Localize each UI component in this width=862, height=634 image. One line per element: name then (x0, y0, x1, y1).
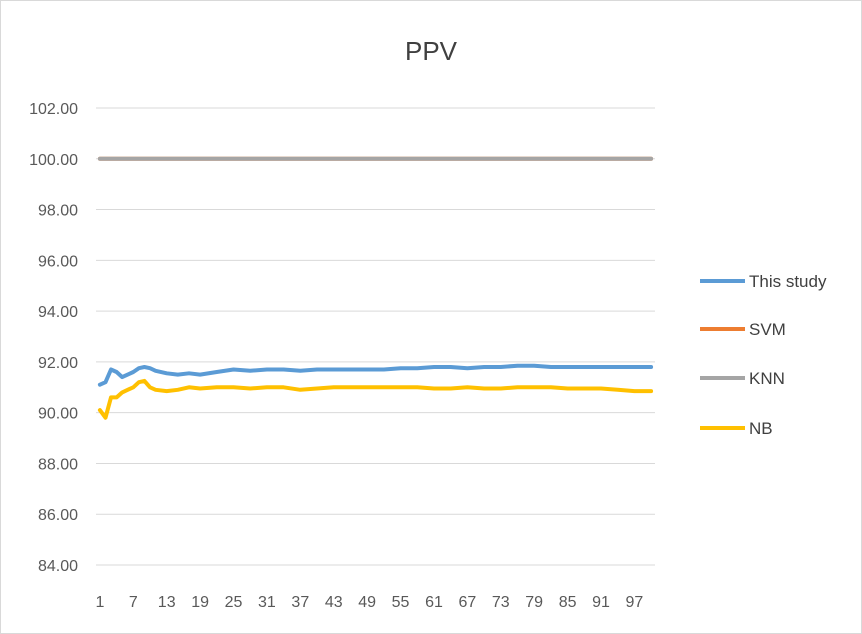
x-tick-label: 1 (95, 594, 104, 611)
series-line-this-study (97, 363, 654, 387)
legend: This study SVM KNN NB (700, 272, 827, 438)
x-tick-label: 55 (392, 594, 410, 611)
x-tick-label: 13 (158, 594, 176, 611)
y-tick-label: 88.00 (38, 456, 78, 473)
y-tick-label: 100.00 (29, 152, 78, 169)
legend-label: This study (749, 272, 827, 291)
x-tick-label: 91 (592, 594, 610, 611)
legend-label: NB (749, 419, 773, 438)
y-tick-label: 102.00 (29, 101, 78, 118)
series-line-nb (97, 378, 654, 420)
x-tick-label: 67 (458, 594, 476, 611)
y-tick-label: 90.00 (38, 406, 78, 423)
legend-label: KNN (749, 369, 785, 388)
x-tick-label: 61 (425, 594, 443, 611)
x-tick-label: 97 (626, 594, 644, 611)
y-tick-label: 84.00 (38, 558, 78, 575)
chart-title: PPV (405, 36, 458, 66)
x-tick-label: 25 (225, 594, 243, 611)
y-tick-label: 96.00 (38, 253, 78, 270)
x-tick-label: 43 (325, 594, 343, 611)
series-lines (97, 156, 654, 420)
y-tick-label: 92.00 (38, 355, 78, 372)
legend-label: SVM (749, 320, 786, 339)
x-tick-label: 73 (492, 594, 510, 611)
x-axis-tick-labels: 1 7 13 19 25 31 37 43 49 55 61 67 73 79 85 91 97 (95, 594, 643, 611)
x-tick-label: 49 (358, 594, 376, 611)
x-tick-label: 7 (129, 594, 138, 611)
x-tick-label: 79 (525, 594, 543, 611)
x-tick-label: 19 (191, 594, 209, 611)
gridlines (96, 107, 655, 566)
y-tick-label: 94.00 (38, 304, 78, 321)
y-axis-tick-labels: 84.00 86.00 88.00 90.00 92.00 94.00 96.00 98.00… (29, 101, 78, 575)
x-tick-label: 31 (258, 594, 276, 611)
x-tick-label: 85 (559, 594, 577, 611)
y-tick-label: 98.00 (38, 203, 78, 220)
y-tick-label: 86.00 (38, 507, 78, 524)
x-tick-label: 37 (291, 594, 309, 611)
